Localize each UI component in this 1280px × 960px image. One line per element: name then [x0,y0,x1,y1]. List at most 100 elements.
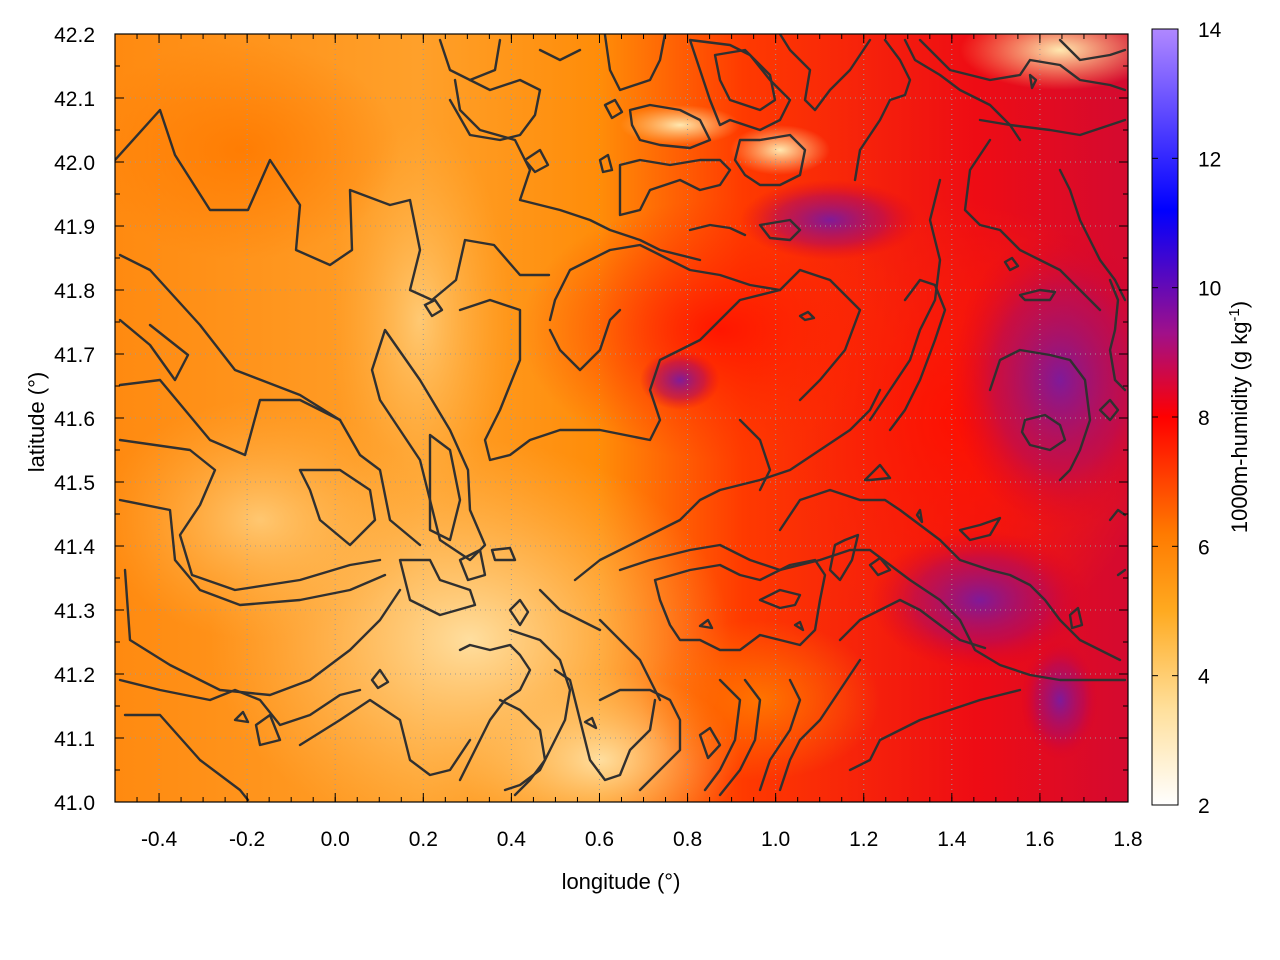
contour-line [713,48,777,112]
field-cream-ne-3 [730,125,830,175]
contour-line [123,713,250,802]
contour-line [958,516,1002,542]
y-tick-label: 41.8 [54,280,95,303]
contour-line [503,628,572,792]
contour-line [793,620,805,632]
contour-line [398,558,477,617]
contour-line [233,710,250,724]
field-moist-core-4 [1020,640,1100,760]
y-tick-label: 42.2 [54,24,95,47]
contour-line [423,298,444,318]
contour-line [1108,508,1127,522]
field-moist-core-5 [640,350,720,410]
contour-line [598,153,614,174]
contour-line [118,378,342,457]
colorbar-tick-label: 12 [1198,148,1221,171]
contour-line [298,698,472,777]
contour-line [523,148,550,174]
contour-line [115,108,551,302]
contour-line [868,556,892,577]
contour-line [1116,568,1127,577]
y-tick-label: 41.3 [54,600,95,623]
contour-line [254,713,282,747]
x-tick-label: 0.6 [585,828,614,851]
colorbar-title-superscript: -1 [1226,308,1243,321]
field-moist-core-2 [870,530,1090,670]
y-tick-label: 41.7 [54,344,95,367]
contour-line [778,658,862,792]
contour-line [123,568,402,697]
contour-line [603,98,624,120]
contour-line [118,318,190,382]
y-tick-label: 41.4 [54,536,95,559]
x-tick-label: 0.4 [497,828,527,851]
contour-line [458,268,862,462]
contour-line [583,716,598,730]
contour-line [1058,168,1127,302]
contour-line [988,348,1092,482]
heatmap-field [115,34,1128,802]
contour-line [548,308,622,372]
colorbar-tick-label: 14 [1198,19,1222,42]
contour-line [453,78,702,262]
contour-line [698,726,722,760]
contour-line [703,678,742,792]
contour-line [508,598,530,627]
colorbar-tick-label: 10 [1198,278,1221,301]
field-cream-ne-1 [960,34,1128,90]
y-tick-label: 41.9 [54,216,95,239]
contour-line [853,38,912,182]
contour-line [758,588,802,610]
contour-line [868,178,942,422]
contour-line [598,688,682,792]
y-tick-label: 42.1 [54,88,95,111]
x-tick-label: 1.0 [761,828,790,851]
colorbar-tick-label: 4 [1198,666,1210,689]
contour-line [978,118,1127,137]
y-tick-label: 41.5 [54,472,95,495]
field-dry-north [330,120,510,520]
contour-line [838,598,987,650]
contour-line [118,678,362,727]
contour-line [918,38,1127,92]
y-tick-label: 41.2 [54,664,95,687]
contour-line [603,34,667,92]
contour-line [1108,278,1127,392]
contour-line [538,588,602,632]
contour-line [1058,38,1127,62]
contour-line [370,328,487,562]
contour-line [618,543,1127,682]
contour-line [848,688,1022,772]
contour-line [758,218,802,242]
contour-line [698,618,714,630]
contour-lines [115,34,1127,802]
contour-line [778,488,1122,662]
contour-line [553,668,657,782]
x-tick-label: -0.2 [229,828,265,851]
y-tick-label: 41.1 [54,728,95,751]
x-tick-label: -0.4 [141,828,178,851]
contour-line [863,463,892,482]
field-orange-nw [115,40,400,260]
contour-line [498,698,547,797]
contour-line [538,48,582,62]
x-axis-title: longitude (°) [562,869,681,894]
contour-line [1028,73,1038,90]
y-tick-label: 42.0 [54,152,95,175]
contour-line [738,418,772,492]
contour-line [688,223,747,237]
contour-line [733,133,807,187]
y-axis: 41.0 41.1 41.2 41.3 41.4 41.5 41.6 41.7 41.8 41.9… [54,24,1128,815]
contour-line [548,243,782,322]
contour-line [1018,288,1057,302]
contour-line [118,498,387,607]
contour-line [490,546,517,562]
field-cream-ne-2 [620,105,740,145]
contour-line [1068,606,1084,630]
colorbar-title-end: ) [1227,301,1252,308]
colorbar-axis: 2 4 6 8 10 12 14 [1152,19,1222,818]
y-tick-label: 41.6 [54,408,95,431]
x-tick-label: 1.4 [937,828,967,851]
grid-lines [115,34,1128,802]
x-tick-label: 1.2 [849,828,878,851]
